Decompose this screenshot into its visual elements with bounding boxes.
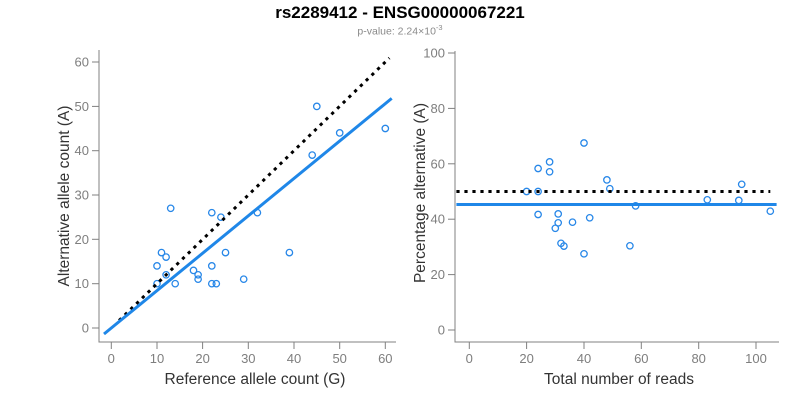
data-point bbox=[580, 139, 588, 147]
data-point bbox=[554, 218, 563, 227]
data-point bbox=[545, 167, 554, 176]
data-point bbox=[221, 248, 230, 257]
data-point bbox=[166, 204, 175, 213]
axis-line bbox=[98, 50, 396, 343]
y-tick-label: 40 bbox=[75, 143, 89, 158]
data-point bbox=[207, 279, 216, 288]
data-point bbox=[335, 129, 344, 137]
identity-line bbox=[118, 56, 391, 322]
y-tick-label: 40 bbox=[431, 212, 445, 227]
data-point bbox=[157, 248, 166, 257]
y-tick-label: 20 bbox=[75, 232, 89, 247]
data-point bbox=[285, 248, 294, 257]
data-point bbox=[153, 279, 161, 288]
y-tick-label: 80 bbox=[431, 101, 445, 116]
y-tick-label: 10 bbox=[75, 276, 89, 291]
y-tick-label: 0 bbox=[82, 321, 89, 336]
data-point bbox=[534, 187, 542, 196]
right-y-axis-label: Percentage alternative (A) bbox=[412, 103, 429, 283]
data-point bbox=[212, 279, 221, 288]
data-point bbox=[189, 266, 198, 275]
data-point bbox=[603, 176, 611, 184]
data-point bbox=[545, 158, 554, 166]
x-tick-label: 80 bbox=[691, 351, 705, 366]
x-tick-label: 100 bbox=[745, 351, 767, 366]
y-tick-label: 60 bbox=[75, 55, 89, 70]
figure-subtitle: p-value: 2.24×10-3 bbox=[0, 23, 800, 38]
x-tick-label: 0 bbox=[108, 351, 115, 366]
axis-line bbox=[454, 51, 779, 343]
y-tick-label: 100 bbox=[423, 46, 445, 61]
y-tick-label: 60 bbox=[431, 156, 445, 171]
right-scatter-panel: 0 20 40 60 80 100 0 20 40 60 80 100 bbox=[423, 46, 779, 366]
x-tick-label: 60 bbox=[634, 351, 648, 366]
y-tick-label: 0 bbox=[438, 323, 445, 338]
data-point bbox=[381, 124, 390, 133]
regression-line bbox=[103, 97, 393, 336]
data-point bbox=[560, 242, 568, 250]
data-point bbox=[153, 262, 161, 270]
data-point bbox=[239, 275, 248, 284]
data-point bbox=[308, 151, 317, 159]
pvalue-exponent: -3 bbox=[435, 23, 443, 32]
figure-title: rs2289412 - ENSG00000067221 bbox=[275, 3, 525, 22]
data-point bbox=[737, 180, 746, 189]
left-scatter-panel: 0 10 20 30 40 50 60 0 10 20 30 40 50 60 bbox=[75, 50, 396, 366]
x-tick-label: 0 bbox=[466, 351, 473, 366]
x-tick-label: 40 bbox=[287, 351, 301, 366]
data-point bbox=[217, 213, 225, 222]
data-point bbox=[534, 164, 542, 173]
x-tick-label: 20 bbox=[195, 351, 209, 366]
y-tick-label: 20 bbox=[431, 267, 445, 282]
left-y-axis-label: Alternative allele count (A) bbox=[56, 106, 73, 287]
data-point bbox=[162, 270, 170, 279]
data-point bbox=[703, 195, 712, 204]
data-point bbox=[766, 207, 775, 216]
data-point bbox=[194, 275, 202, 284]
data-point bbox=[534, 210, 542, 219]
y-tick-label: 50 bbox=[75, 99, 89, 114]
x-tick-label: 30 bbox=[241, 351, 255, 366]
x-tick-label: 60 bbox=[378, 351, 392, 366]
data-point bbox=[312, 102, 321, 111]
left-x-axis-label: Reference allele count (G) bbox=[165, 371, 346, 388]
y-tick-label: 30 bbox=[75, 188, 89, 203]
data-point bbox=[585, 213, 594, 222]
data-point bbox=[580, 249, 588, 258]
data-point bbox=[171, 279, 180, 288]
data-point bbox=[568, 218, 577, 227]
data-point bbox=[162, 253, 170, 261]
right-x-axis-label: Total number of reads bbox=[544, 371, 694, 388]
data-point bbox=[554, 210, 563, 218]
x-tick-label: 20 bbox=[519, 351, 533, 366]
data-point bbox=[207, 262, 216, 270]
data-point bbox=[194, 270, 202, 279]
x-tick-label: 40 bbox=[577, 351, 591, 366]
pvalue-text: p-value: 2.24×10 bbox=[357, 25, 436, 38]
x-tick-label: 10 bbox=[150, 351, 164, 366]
x-tick-label: 50 bbox=[332, 351, 346, 366]
data-point bbox=[207, 208, 216, 217]
data-point bbox=[626, 241, 634, 250]
data-point bbox=[734, 196, 743, 205]
